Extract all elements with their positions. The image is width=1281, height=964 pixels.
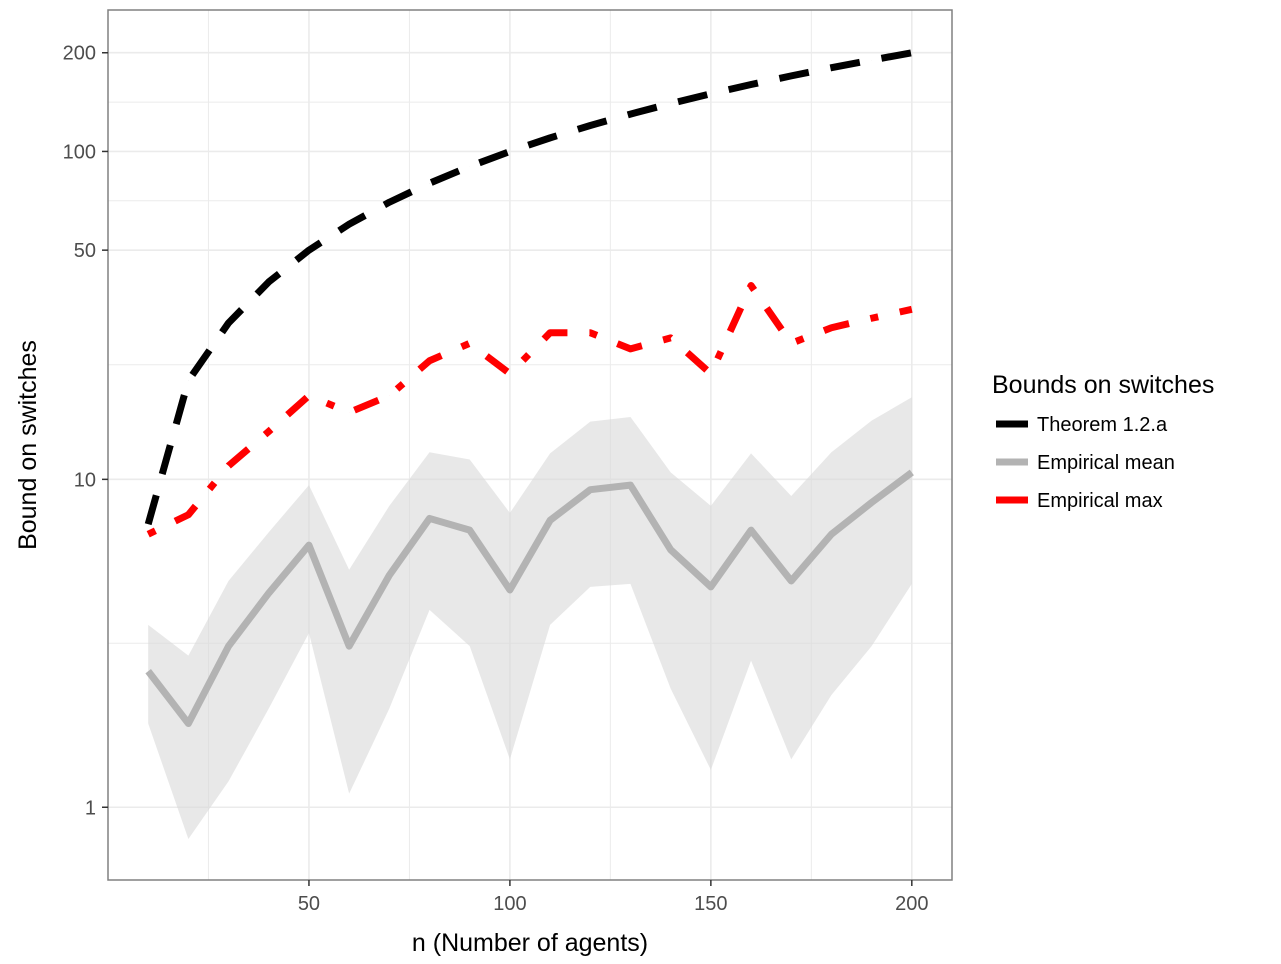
x-axis-title: n (Number of agents) [412, 929, 648, 957]
x-tick-label: 100 [493, 893, 526, 915]
y-tick-label: 200 [63, 43, 96, 65]
legend-label: Empirical max [1037, 490, 1163, 512]
legend: Theorem 1.2.a Empirical mean Empirical max [996, 414, 1175, 512]
legend-label: Empirical mean [1037, 452, 1175, 474]
x-tick-label: 150 [694, 893, 727, 915]
y-tick-label: 50 [74, 240, 96, 262]
legend-label: Theorem 1.2.a [1037, 414, 1168, 436]
x-tick-label: 50 [298, 893, 320, 915]
y-tick-label: 1 [85, 797, 96, 819]
y-tick-label: 100 [63, 141, 96, 163]
x-tick-label: 200 [895, 893, 928, 915]
y-axis-title: Bound on switches [14, 340, 42, 550]
y-tick-label: 10 [74, 469, 96, 491]
legend-title: Bounds on switches [992, 371, 1214, 399]
